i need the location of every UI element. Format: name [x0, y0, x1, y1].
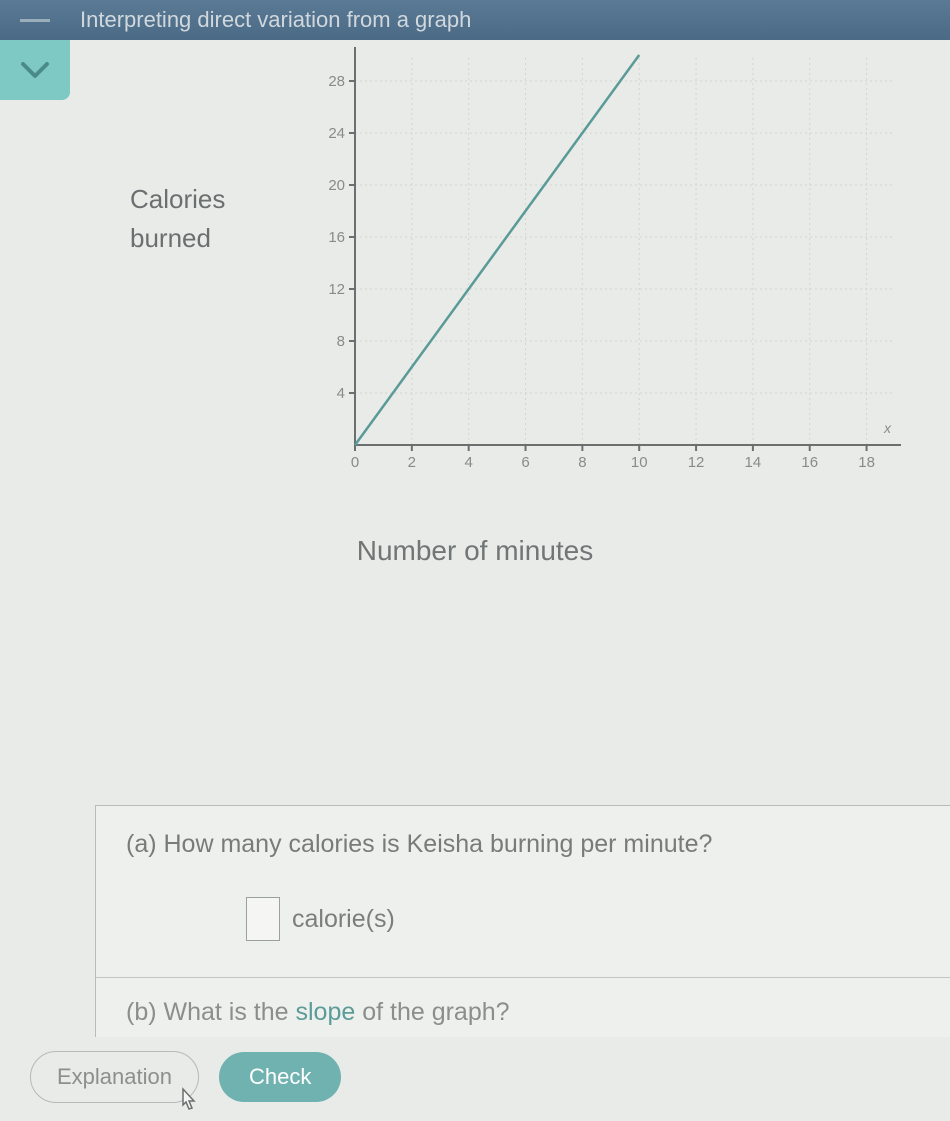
svg-text:28: 28 — [328, 73, 345, 90]
question-b: (b) What is the slope of the graph? — [96, 978, 950, 1037]
header-bar: Interpreting direct variation from a gra… — [0, 0, 950, 40]
svg-text:x: x — [883, 420, 892, 436]
svg-text:16: 16 — [801, 454, 818, 471]
svg-text:0: 0 — [351, 454, 359, 471]
svg-text:24: 24 — [328, 125, 345, 142]
svg-text:16: 16 — [328, 229, 345, 246]
slope-link[interactable]: slope — [296, 998, 356, 1026]
svg-text:10: 10 — [631, 454, 648, 471]
chart-region: Calories burned 024681012141618481216202… — [130, 45, 920, 525]
svg-text:8: 8 — [578, 454, 586, 471]
chevron-down-icon — [20, 60, 50, 80]
answer-a-input[interactable] — [246, 897, 280, 941]
svg-text:6: 6 — [521, 454, 529, 471]
explanation-button[interactable]: Explanation — [30, 1051, 199, 1103]
check-button[interactable]: Check — [219, 1052, 341, 1102]
svg-text:18: 18 — [858, 454, 875, 471]
svg-text:12: 12 — [688, 454, 705, 471]
x-axis-label: Number of minutes — [0, 535, 950, 567]
page-title: Interpreting direct variation from a gra… — [80, 7, 471, 33]
svg-text:2: 2 — [408, 454, 416, 471]
svg-text:20: 20 — [328, 177, 345, 194]
y-axis-label: Calories burned — [130, 180, 225, 258]
svg-text:12: 12 — [328, 281, 345, 298]
footer-buttons: Explanation Check — [30, 1051, 341, 1103]
svg-text:4: 4 — [337, 385, 345, 402]
question-box: (a) How many calories is Keisha burning … — [95, 805, 950, 1037]
svg-text:4: 4 — [465, 454, 473, 471]
svg-text:8: 8 — [337, 333, 345, 350]
question-a: (a) How many calories is Keisha burning … — [96, 806, 950, 978]
svg-text:14: 14 — [745, 454, 762, 471]
collapse-toggle[interactable] — [0, 40, 70, 100]
question-a-prompt: (a) How many calories is Keisha burning … — [126, 830, 920, 859]
answer-a-unit: calorie(s) — [292, 905, 395, 934]
chart-plot: 024681012141618481216202428x — [320, 45, 910, 475]
question-b-text: (b) What is the slope of the graph? — [126, 998, 510, 1026]
menu-icon[interactable] — [20, 19, 50, 22]
